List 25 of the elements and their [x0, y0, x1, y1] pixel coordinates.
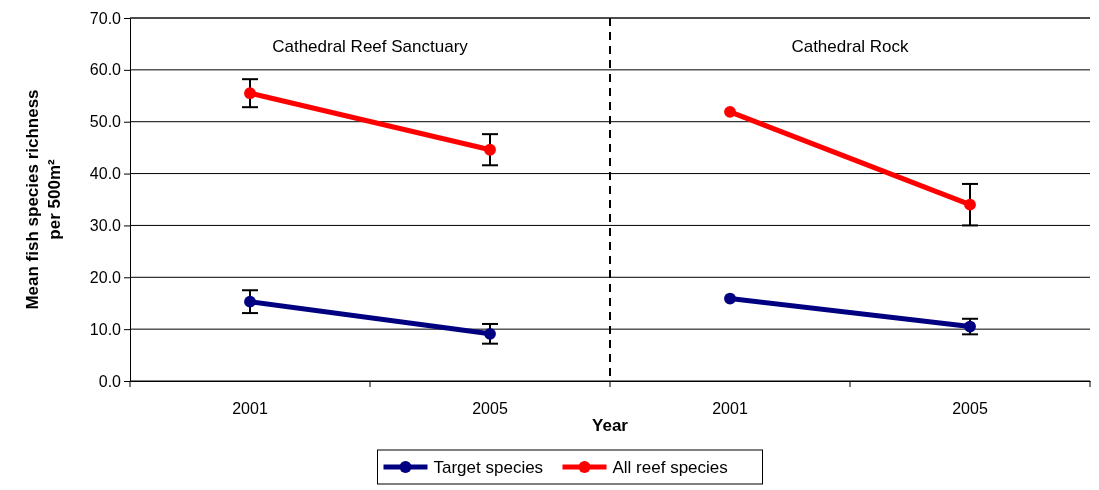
x-tick-label: 2005: [472, 400, 508, 418]
point: [484, 327, 496, 340]
point: [484, 143, 496, 156]
point: [244, 295, 256, 308]
y-tick-label: 20.0: [89, 268, 122, 286]
point: [964, 198, 976, 211]
x-axis-title: Year: [592, 416, 629, 435]
legend-label: Target species: [433, 457, 544, 477]
legend-label: All reef species: [612, 457, 728, 477]
y-tick-label: 60.0: [89, 61, 122, 79]
y-tick-label: 70.0: [89, 9, 122, 27]
annotation: Cathedral Reef Sanctuary: [272, 37, 469, 56]
y-tick-label: 10.0: [89, 320, 122, 338]
y-tick-label: 50.0: [89, 113, 122, 131]
y-tick-label: 40.0: [89, 165, 122, 183]
annotation: Cathedral Rock: [791, 37, 910, 56]
x-tick-label: 2001: [232, 400, 268, 418]
x-tick-label: 2001: [712, 400, 748, 418]
point: [724, 105, 736, 118]
point: [244, 87, 256, 100]
y-tick-label: 0.0: [98, 372, 122, 390]
y-axis-title: Mean fish species richness per 500m²: [23, 89, 65, 310]
point: [724, 292, 736, 305]
x-tick-label: 2005: [952, 400, 988, 418]
y-tick-label: 30.0: [89, 217, 122, 235]
